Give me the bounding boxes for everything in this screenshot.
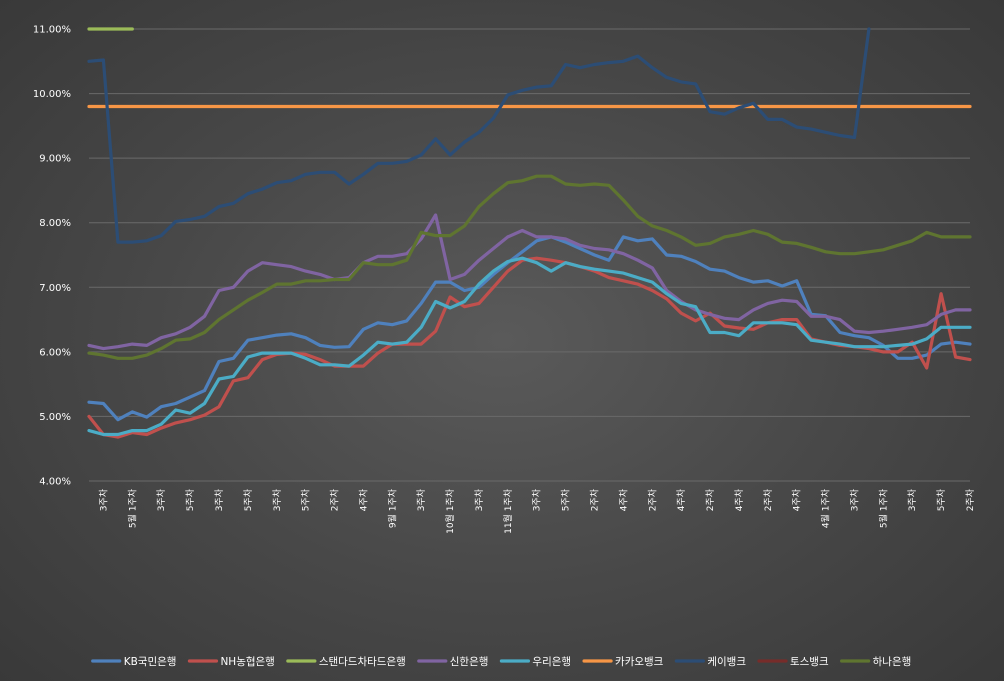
x-axis-ticks: 3주차 5월 1주차 3주차 5주차 3주차 5주차 3주차 5주차 2주차 4주차 9월 1주차 3…: [97, 488, 976, 534]
series-line: [87, 235, 972, 422]
x-tick-label: 11월 1주차: [502, 488, 514, 534]
x-tick-label: 4주차: [617, 488, 629, 511]
legend-item: 카카오뱅크: [582, 656, 664, 668]
legend-item: 우리은행: [499, 656, 571, 668]
series-line: [87, 213, 972, 351]
legend-label: 카카오뱅크: [615, 656, 664, 668]
series-line: [87, 256, 972, 437]
legend-label: 신한은행: [450, 656, 489, 668]
series-3: [87, 213, 972, 351]
x-tick-label: 4주차: [791, 488, 803, 511]
x-tick-label: 3주차: [415, 488, 427, 511]
x-tick-label: 5주차: [560, 488, 572, 511]
x-tick-label: 4주차: [357, 488, 369, 511]
y-tick-label: 7.00%: [39, 283, 71, 294]
x-tick-label: 2주차: [704, 488, 716, 511]
y-tick-label: 10.00%: [33, 89, 71, 100]
legend-label: 스탠다드차타드은행: [319, 656, 406, 668]
x-tick-label: 5주차: [184, 488, 196, 511]
y-tick-label: 9.00%: [39, 154, 71, 165]
x-tick-label: 3주차: [271, 488, 283, 511]
series-1: [87, 256, 972, 439]
series-0: [87, 235, 972, 422]
x-tick-label: 5월 1주차: [877, 488, 889, 528]
legend-label: 우리은행: [532, 656, 571, 668]
x-tick-label: 2주차: [329, 488, 341, 511]
x-tick-label: 2주차: [646, 488, 658, 511]
x-tick-label: 3주차: [473, 488, 485, 511]
legend-item: NH농협은행: [187, 655, 275, 668]
legend-item: 하나은행: [840, 655, 912, 668]
x-tick-label: 3주차: [213, 488, 225, 511]
x-tick-label: 3주차: [906, 488, 918, 511]
x-tick-label: 2주차: [762, 488, 774, 511]
legend-label: KB국민은행: [124, 656, 177, 668]
legend-label: 케이뱅크: [707, 656, 746, 668]
legend-item: 케이뱅크: [674, 656, 746, 668]
x-tick-label: 9월 1주차: [386, 488, 398, 528]
x-tick-label: 5주차: [935, 488, 947, 511]
x-tick-label: 4월 1주차: [820, 488, 832, 528]
y-tick-label: 4.00%: [39, 477, 71, 488]
legend-item: KB국민은행: [91, 656, 177, 668]
x-tick-label: 5월 1주차: [126, 488, 138, 528]
x-tick-label: 5주차: [242, 488, 254, 511]
y-tick-label: 5.00%: [39, 412, 71, 423]
x-tick-label: 4주차: [675, 488, 687, 511]
y-tick-label: 6.00%: [39, 347, 71, 358]
legend-item: 스탠다드차타드은행: [286, 656, 406, 668]
series-8: [87, 174, 972, 360]
x-tick-label: 4주차: [733, 488, 745, 511]
x-tick-label: 2주차: [964, 488, 976, 511]
legend-label: 토스뱅크: [790, 656, 829, 668]
x-tick-label: 3주차: [155, 488, 167, 511]
x-tick-label: 10월 1주차: [444, 488, 456, 534]
x-tick-label: 3주차: [848, 488, 860, 511]
y-tick-label: 8.00%: [39, 218, 71, 229]
legend: KB국민은행 NH농협은행 스탠다드차타드은행 신한은행 우리은행 카카오뱅크 케이뱅크 토스…: [91, 655, 912, 668]
x-tick-label: 3주차: [531, 488, 543, 511]
x-tick-label: 3주차: [97, 488, 109, 511]
legend-item: 신한은행: [417, 656, 489, 668]
x-tick-label: 5주차: [300, 488, 312, 511]
y-axis-ticks: 4.00% 5.00% 6.00% 7.00% 8.00% 9.00% 10.00% 11.0…: [33, 25, 71, 488]
legend-label: 하나은행: [873, 655, 912, 668]
x-tick-label: 2주차: [588, 488, 600, 511]
series-4: [87, 256, 972, 437]
y-tick-label: 11.00%: [33, 25, 71, 36]
gridlines: [89, 28, 970, 482]
legend-label: NH농협은행: [220, 655, 274, 668]
series-line: [87, 174, 972, 360]
plot-area: [87, 27, 972, 439]
series-line: [87, 256, 972, 439]
series-line: [87, 27, 871, 244]
series-6: [87, 27, 871, 244]
legend-item: 토스뱅크: [757, 656, 829, 668]
